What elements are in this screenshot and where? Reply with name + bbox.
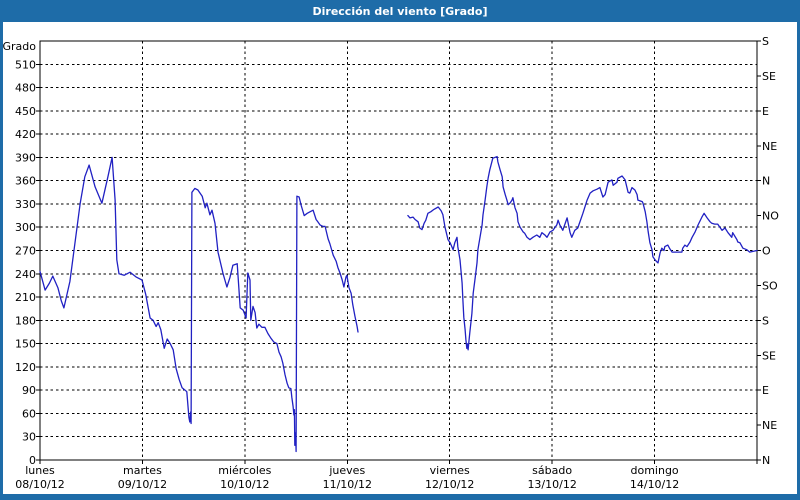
y-axis-left-tick-label: 330: [15, 198, 36, 211]
chart-panel: [3, 22, 797, 494]
y-axis-left-tick-label: 390: [15, 151, 36, 164]
x-axis-date-label: 12/10/12: [425, 478, 474, 491]
y-axis-right-tick-label: SE: [762, 349, 776, 362]
x-axis-date-label: 14/10/12: [630, 478, 679, 491]
x-axis-day-label: jueves: [328, 464, 365, 477]
y-axis-left-tick-label: 210: [15, 291, 36, 304]
window-title-bar: Dirección del viento [Grado]: [0, 0, 800, 22]
wind-direction-line: [39, 156, 359, 453]
y-axis-left-tick-label: 150: [15, 338, 36, 351]
y-axis-right-tick-label: O: [762, 245, 771, 258]
y-axis-right-tick-label: SE: [762, 70, 776, 83]
y-axis-right-tick-label: NE: [762, 140, 777, 153]
x-axis-date-label: 11/10/12: [323, 478, 372, 491]
y-axis-right-tick-label: S: [762, 35, 769, 48]
gridlines: [40, 41, 757, 460]
y-axis-right-tick-label: N: [762, 175, 770, 188]
y-axis-left-tick-label: 300: [15, 221, 36, 234]
y-axis-left-tick-label: 240: [15, 268, 36, 281]
y-axis-title: Grado: [3, 40, 37, 53]
x-axis-day-label: viernes: [430, 464, 470, 477]
y-axis-left-tick-label: 270: [15, 245, 36, 258]
y-axis-left-tick-label: 120: [15, 361, 36, 374]
y-axis-right-tick-label: N: [762, 454, 770, 467]
y-axis-left-tick-label: 480: [15, 82, 36, 95]
y-axis-right-tick-label: S: [762, 314, 769, 327]
wind-direction-line: [407, 155, 758, 351]
y-axis-right-tick-label: SO: [762, 279, 778, 292]
data-series: [39, 155, 758, 453]
x-axis-day-label: sábado: [532, 464, 572, 477]
y-axis-right-tick-label: NO: [762, 210, 779, 223]
y-axis-left-tick-label: 30: [22, 431, 36, 444]
axis-labels: 0 30 60 90 120 150 180 210 240 270 300 330 360 390 420…: [15, 35, 779, 491]
y-axis-left-tick-label: 0: [29, 454, 36, 467]
y-axis-left-tick-label: 60: [22, 407, 36, 420]
y-axis-left-tick-label: 510: [15, 58, 36, 71]
axis-ticks: [36, 40, 761, 464]
y-axis-left-tick-label: 180: [15, 314, 36, 327]
x-axis-day-label: miércoles: [218, 464, 271, 477]
x-axis-day-label: lunes: [25, 464, 55, 477]
x-axis-date-label: 08/10/12: [15, 478, 64, 491]
x-axis-date-label: 10/10/12: [220, 478, 269, 491]
window-title: Dirección del viento [Grado]: [312, 4, 488, 18]
y-axis-left-tick-label: 420: [15, 128, 36, 141]
y-axis-right-tick-label: NE: [762, 419, 777, 432]
y-axis-right-tick-label: E: [762, 105, 769, 118]
x-axis-date-label: 13/10/12: [527, 478, 576, 491]
y-axis-left-tick-label: 450: [15, 105, 36, 118]
y-axis-left-tick-label: 360: [15, 175, 36, 188]
x-axis-day-label: martes: [123, 464, 162, 477]
x-axis-day-label: domingo: [630, 464, 678, 477]
x-axis-date-label: 09/10/12: [118, 478, 167, 491]
y-axis-right-tick-label: E: [762, 384, 769, 397]
y-axis-left-tick-label: 90: [22, 384, 36, 397]
